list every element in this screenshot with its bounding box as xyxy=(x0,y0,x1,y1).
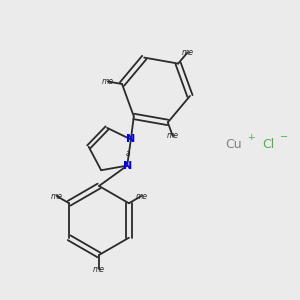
Text: N: N xyxy=(126,134,136,144)
Text: me: me xyxy=(51,191,63,200)
Text: Cu: Cu xyxy=(226,137,242,151)
Text: +: + xyxy=(247,133,254,142)
Text: me: me xyxy=(182,48,194,57)
Text: me: me xyxy=(102,77,114,86)
Text: me: me xyxy=(135,191,147,200)
Text: −: − xyxy=(280,132,289,142)
Text: me: me xyxy=(167,131,179,140)
Text: N: N xyxy=(123,160,132,171)
Text: a: a xyxy=(125,148,130,158)
Text: Cl: Cl xyxy=(262,137,274,151)
Text: me: me xyxy=(93,265,105,274)
